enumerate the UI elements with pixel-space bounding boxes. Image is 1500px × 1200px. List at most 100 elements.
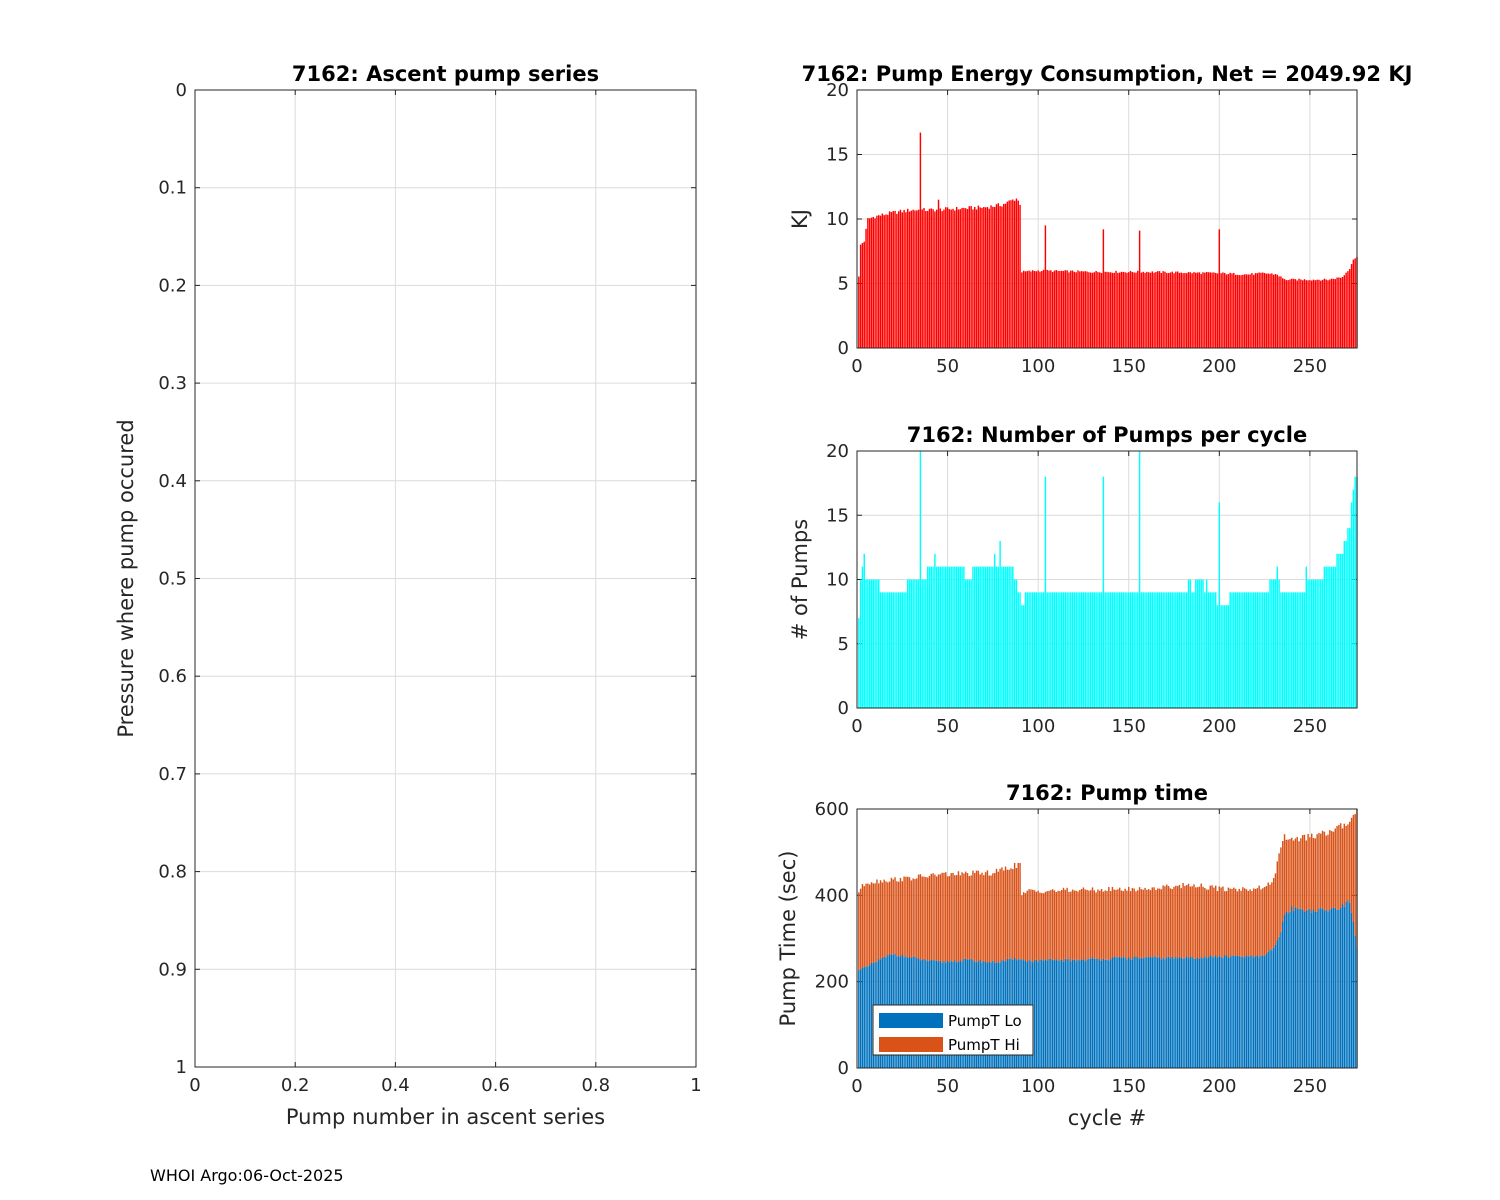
- pumps-bar: [1077, 592, 1079, 708]
- pumptime-hi-bar: [914, 879, 916, 957]
- pumps-bar: [1169, 592, 1172, 708]
- energy-bar: [1234, 274, 1237, 348]
- pumptime-lo-bar: [1133, 956, 1135, 1068]
- pumptime-hi-bar: [858, 892, 860, 971]
- x-tick-label: 50: [936, 356, 959, 377]
- pumptime-lo-bar: [1222, 957, 1224, 1068]
- pumptime-hi-bar: [1131, 888, 1134, 960]
- pumps-bar: [1129, 592, 1132, 708]
- pumptime-hi-bar: [1242, 887, 1244, 958]
- pumptime-hi-bar: [885, 881, 887, 958]
- energy-bar: [892, 211, 894, 348]
- pumptime-hi-bar: [1100, 888, 1103, 961]
- energy-bar: [897, 211, 900, 348]
- pumptime-hi-bar: [932, 873, 934, 961]
- pumptime-hi-bar: [1187, 883, 1190, 959]
- pumps-bar: [1249, 592, 1251, 708]
- energy-bar: [968, 206, 971, 348]
- pumps-bar: [1037, 592, 1039, 708]
- energy-bar: [901, 212, 904, 348]
- pumptime-lo-bar: [1129, 959, 1132, 1068]
- energy-bar: [945, 207, 947, 348]
- pumptime-lo-bar: [1091, 957, 1094, 1068]
- pumptime-hi-bar: [1305, 840, 1307, 911]
- y-tick: 0.6: [158, 666, 696, 687]
- pumptime-hi-bar: [1066, 887, 1068, 960]
- energy-bar: [1195, 272, 1197, 348]
- pumptime-hi-bar: [1301, 835, 1304, 910]
- pumptime-hi-bar: [941, 872, 943, 963]
- energy-bar: [1124, 272, 1126, 348]
- pumps-bar: [1211, 592, 1213, 708]
- pumps-bar: [1006, 566, 1009, 708]
- pumptime-lo-bar: [861, 967, 864, 1068]
- pumps-bar: [1341, 553, 1344, 708]
- energy-bar: [1166, 273, 1168, 348]
- pumps-bar: [1024, 592, 1027, 708]
- energy-bar: [1338, 277, 1340, 348]
- pumps-bar: [1332, 566, 1335, 708]
- pumps-bar: [1294, 592, 1297, 708]
- energy-bar: [1060, 270, 1063, 348]
- pumps-bar: [1193, 592, 1195, 708]
- pumptime-lo-bar: [1149, 956, 1152, 1068]
- pumptime-hi-bar: [963, 873, 965, 959]
- energy-bar: [1135, 272, 1137, 348]
- pumps-bar: [1003, 566, 1005, 708]
- energy-bar: [1064, 270, 1067, 348]
- pumptime-lo-bar: [1068, 958, 1070, 1068]
- pumptime-hi-bar: [992, 873, 994, 961]
- pumptime-lo-bar: [1089, 958, 1092, 1068]
- pumptime-lo-bar: [1263, 955, 1266, 1068]
- pumptime-lo-bar: [1350, 912, 1353, 1068]
- pumptime-lo-bar: [1325, 909, 1327, 1068]
- pumps-bar: [874, 579, 876, 708]
- pumptime-hi-bar: [1191, 886, 1193, 958]
- pumptime-hi-bar: [1080, 888, 1083, 960]
- pumps-bar: [1146, 592, 1148, 708]
- x-tick-label: 250: [1293, 716, 1327, 737]
- pumptime-hi-bar: [990, 875, 992, 963]
- pumptime-hi-bar: [964, 871, 967, 959]
- energy-bar: [874, 218, 876, 348]
- energy-bar: [1283, 279, 1286, 348]
- y-tick-label: 15: [826, 505, 849, 526]
- energy-bar: [1258, 272, 1260, 348]
- pumptime-hi-bar: [1033, 890, 1036, 961]
- pumps-bar: [1189, 579, 1192, 708]
- pumptime-lo-bar: [1269, 949, 1271, 1068]
- pumptime-lo-bar: [1135, 956, 1137, 1068]
- energy-bar: [1053, 270, 1056, 348]
- y-tick-label: 0.2: [158, 275, 187, 296]
- pumptime-lo-bar: [1108, 960, 1110, 1068]
- energy-bar: [1115, 270, 1117, 348]
- y-tick: 0.7: [158, 764, 696, 785]
- energy-bar: [1276, 274, 1279, 348]
- pumps-bar: [1093, 592, 1096, 708]
- energy-bar: [1316, 279, 1318, 348]
- energy-bar: [1019, 204, 1021, 348]
- pumps-bar: [983, 566, 985, 708]
- pumps-bar: [910, 579, 913, 708]
- pumptime-hi-bar: [1236, 891, 1239, 957]
- energy-bar: [1075, 272, 1077, 348]
- pumptime-lo-bar: [1267, 951, 1269, 1068]
- pumps-bar: [1307, 579, 1309, 708]
- pumptime-hi-bar: [937, 874, 940, 962]
- pumptime-lo-bar: [1044, 959, 1047, 1068]
- pumptime-lo-bar: [1332, 907, 1335, 1068]
- pumptime-lo-bar: [1117, 957, 1119, 1068]
- energy-bar: [1021, 272, 1023, 348]
- pumptime-hi-bar: [1234, 888, 1237, 956]
- pumps-bar: [1258, 592, 1260, 708]
- pumptime-hi-bar: [1336, 826, 1338, 910]
- y-axis-label: # of Pumps: [788, 519, 812, 641]
- energy-bar: [1117, 272, 1119, 348]
- energy-bar: [907, 208, 909, 348]
- pumptime-hi-bar: [1162, 885, 1164, 958]
- pumps-bar: [1289, 592, 1291, 708]
- pumptime-hi-bar: [1073, 890, 1076, 960]
- energy-bar: [992, 206, 994, 348]
- energy-bar: [1037, 270, 1039, 348]
- pumptime-hi-bar: [1263, 887, 1266, 956]
